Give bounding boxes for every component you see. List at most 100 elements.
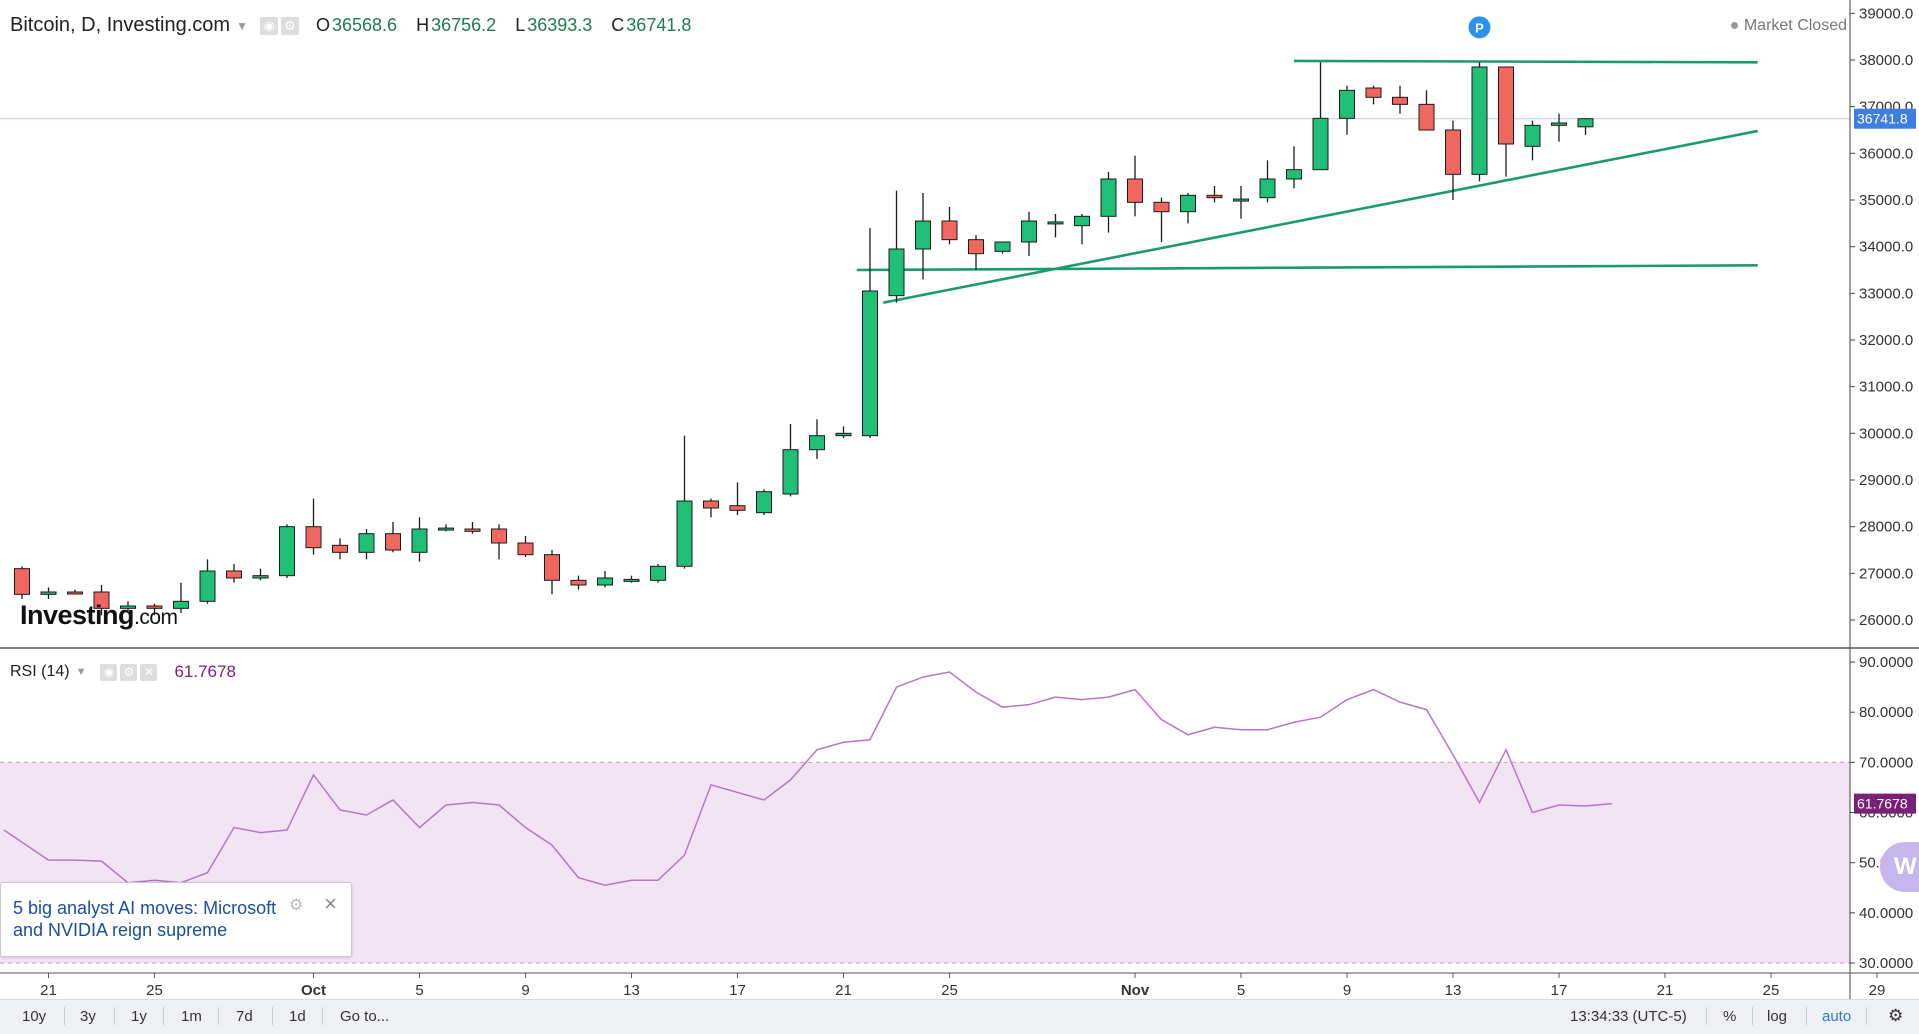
candle-body bbox=[835, 432, 852, 437]
price-tick-label: 34000.0 bbox=[1859, 239, 1913, 256]
eye-icon[interactable]: ◉ bbox=[100, 663, 118, 681]
rsi-tick-label: 80.0000 bbox=[1859, 704, 1913, 721]
ohlc-open-key: O bbox=[315, 15, 330, 35]
candle-body bbox=[14, 568, 30, 595]
rsi-tick-label: 30.0000 bbox=[1859, 955, 1913, 972]
rsi-title[interactable]: RSI (14) bbox=[10, 663, 70, 680]
time-tick-label: 5 bbox=[1237, 982, 1245, 999]
candle-body bbox=[782, 449, 799, 495]
candle-body bbox=[1392, 96, 1408, 105]
candle-body bbox=[358, 533, 375, 553]
candle-body bbox=[1312, 117, 1329, 171]
time-tick-label: 25 bbox=[146, 982, 163, 999]
candle-body bbox=[1524, 124, 1541, 147]
price-tick-label: 30000.0 bbox=[1859, 425, 1913, 442]
trendline bbox=[1293, 59, 1758, 64]
price-tick-label: 29000.0 bbox=[1859, 472, 1913, 489]
candle-body bbox=[676, 500, 693, 567]
investing-logo: Investing.com bbox=[20, 600, 178, 631]
candle-body bbox=[1206, 194, 1223, 199]
range-1y-button[interactable]: 1y bbox=[131, 1008, 147, 1025]
candle-body bbox=[623, 578, 640, 582]
close-icon[interactable]: ✕ bbox=[140, 663, 158, 681]
time-tick-label: Oct bbox=[301, 982, 326, 999]
chart-title[interactable]: Bitcoin, D, Investing.com bbox=[10, 14, 231, 36]
rsi-value-badge bbox=[1854, 793, 1916, 814]
divider bbox=[322, 1007, 323, 1025]
ohlc-open-value: 36568.6 bbox=[332, 15, 398, 35]
bottom-toolbar: 10y 3y 1y 1m 7d 1d Go to... 13:34:33 (UT… bbox=[0, 999, 1919, 1034]
goto-button[interactable]: Go to... bbox=[340, 1008, 390, 1025]
candle-body bbox=[915, 220, 931, 250]
candle-body bbox=[1418, 103, 1435, 131]
candle-body bbox=[67, 591, 83, 595]
candle-body bbox=[517, 542, 534, 556]
news-popup[interactable]: 5 big analyst AI moves: Microsoft and NV… bbox=[0, 882, 352, 957]
ohlc-close-value: 36741.8 bbox=[626, 15, 692, 35]
candle-body bbox=[1339, 89, 1355, 119]
chart-canvas[interactable]: P 26000.0 27000.0 28000.0 29000.0 30000.0 310… bbox=[0, 0, 1919, 999]
range-7d-button[interactable]: 7d bbox=[236, 1008, 253, 1025]
settings-gear-icon[interactable]: ⚙ bbox=[1888, 1006, 1904, 1025]
trendline bbox=[856, 264, 1758, 272]
chevron-down-icon[interactable]: ▼ bbox=[75, 666, 87, 678]
news-popup-link[interactable]: 5 big analyst AI moves: Microsoft and NV… bbox=[13, 898, 277, 940]
candlesticks: P bbox=[14, 16, 1594, 616]
candle-body bbox=[729, 505, 746, 511]
candle-body bbox=[332, 544, 348, 553]
ohlc-high-key: H bbox=[416, 15, 430, 35]
candle-body bbox=[941, 220, 958, 241]
time-tick-label: 21 bbox=[40, 982, 57, 999]
candle-body bbox=[862, 290, 878, 437]
log-scale-button[interactable]: log bbox=[1767, 1008, 1788, 1025]
divider bbox=[114, 1007, 115, 1025]
divider bbox=[272, 1007, 273, 1025]
candle-body bbox=[1233, 198, 1249, 202]
candle-body bbox=[199, 570, 216, 602]
rsi-tick-label: 70.0000 bbox=[1859, 754, 1913, 771]
trendlines bbox=[856, 59, 1759, 304]
earnings-marker-icon bbox=[1468, 16, 1491, 39]
candle-body bbox=[1074, 215, 1090, 227]
candle-body bbox=[1180, 194, 1196, 213]
ohlc-low-key: L bbox=[515, 15, 526, 35]
status-dot-icon bbox=[1730, 22, 1738, 30]
chat-bubble[interactable]: W bbox=[1880, 842, 1919, 892]
gear-icon[interactable]: ⚙ bbox=[120, 663, 138, 681]
range-1d-button[interactable]: 1d bbox=[289, 1008, 306, 1025]
eye-icon[interactable]: ◉ bbox=[259, 16, 278, 35]
candle-body bbox=[756, 491, 772, 514]
price-tick-label: 28000.0 bbox=[1859, 519, 1913, 536]
candle-body bbox=[1021, 220, 1037, 243]
time-tick-label: 29 bbox=[1869, 982, 1886, 999]
logo-suffix: .com bbox=[134, 606, 178, 629]
candle-body bbox=[385, 533, 401, 551]
rsi-tick-label: 40.0000 bbox=[1859, 905, 1913, 922]
candle-body bbox=[1551, 122, 1567, 126]
candle-body bbox=[146, 605, 163, 609]
candle-body bbox=[544, 554, 560, 581]
candle-body bbox=[411, 528, 428, 553]
range-10y-button[interactable]: 10y bbox=[22, 1008, 47, 1025]
chevron-down-icon[interactable]: ▼ bbox=[236, 18, 248, 33]
price-tick-label: 39000.0 bbox=[1859, 5, 1913, 22]
divider bbox=[218, 1007, 219, 1025]
trendline bbox=[882, 129, 1759, 304]
candle-body bbox=[994, 241, 1011, 252]
candle-body bbox=[93, 591, 110, 609]
price-tick-label: 27000.0 bbox=[1859, 565, 1913, 582]
price-tick-label: 33000.0 bbox=[1859, 285, 1913, 302]
range-3y-button[interactable]: 3y bbox=[80, 1008, 96, 1025]
range-1m-button[interactable]: 1m bbox=[181, 1008, 202, 1025]
percent-scale-button[interactable]: % bbox=[1723, 1008, 1737, 1025]
gear-icon[interactable]: ⚙ bbox=[280, 16, 299, 35]
gear-icon[interactable]: ⚙ bbox=[289, 897, 304, 914]
auto-scale-button[interactable]: auto bbox=[1822, 1008, 1852, 1025]
candle-body bbox=[650, 565, 666, 581]
candle-body bbox=[226, 570, 242, 579]
close-icon[interactable]: × bbox=[324, 891, 337, 916]
clock-readout[interactable]: 13:34:33 (UTC-5) bbox=[1570, 1008, 1687, 1025]
candle-body bbox=[703, 500, 719, 509]
rsi-legend: RSI (14) ▼ ◉ ⚙ ✕ 61.7678 bbox=[10, 662, 236, 682]
time-tick-label: 13 bbox=[1445, 982, 1462, 999]
